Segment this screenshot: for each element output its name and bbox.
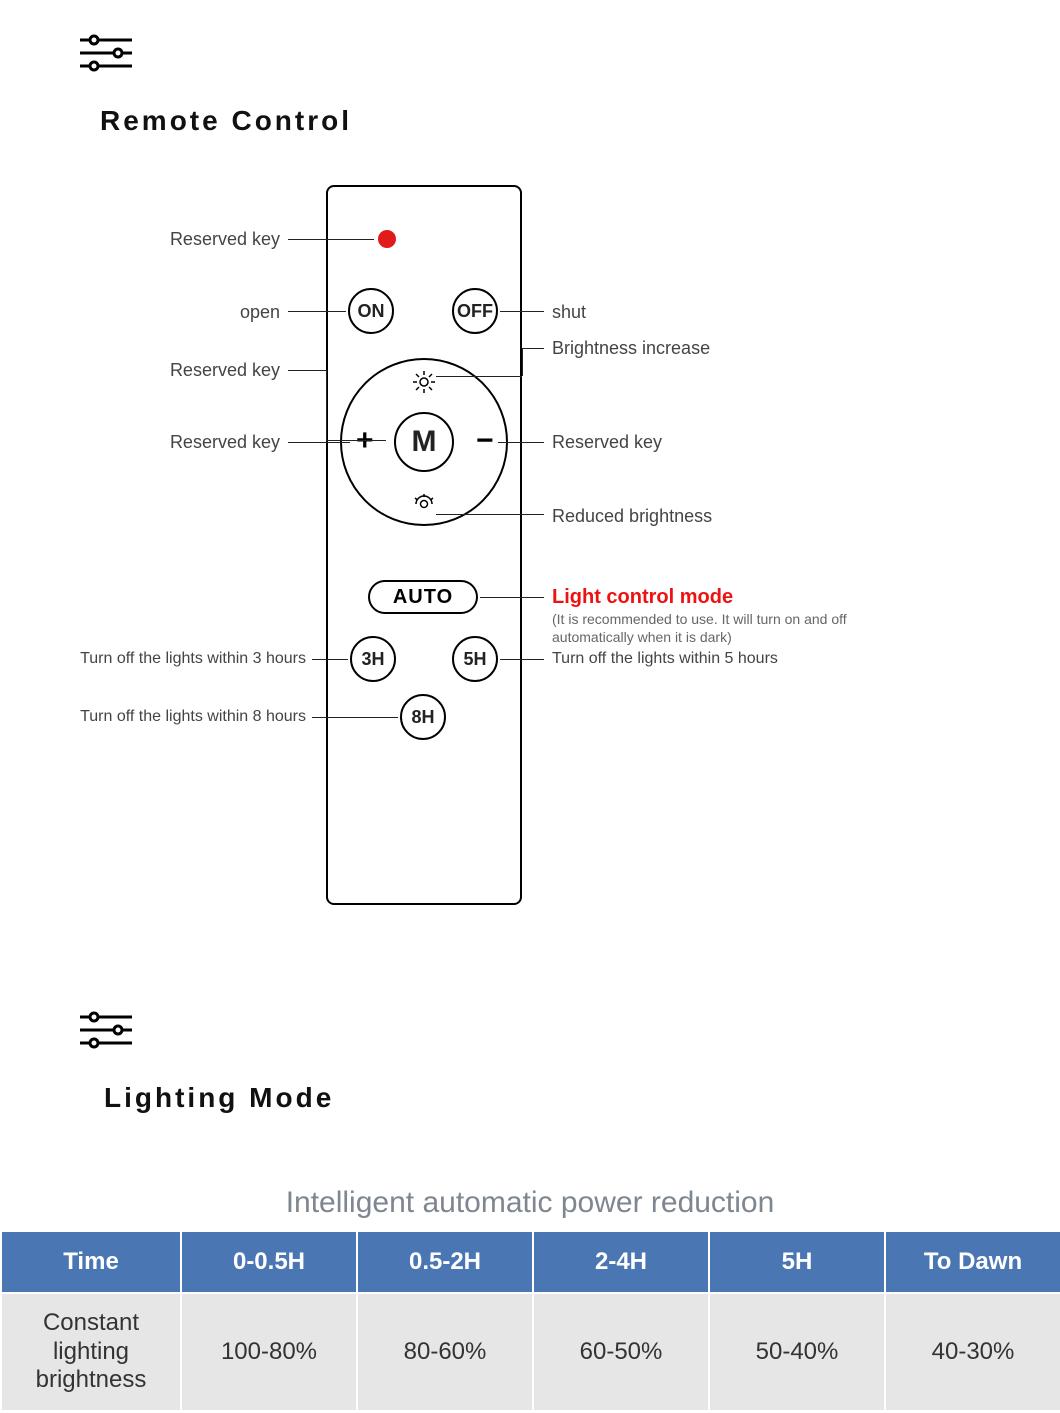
plus-button[interactable]: + <box>356 424 374 458</box>
anno-8h: Turn off the lights within 8 hours <box>0 708 306 726</box>
auto-button-label: AUTO <box>393 586 453 609</box>
timer-8h-button[interactable]: 8H <box>400 694 446 740</box>
table-cell: 40-30% <box>885 1293 1060 1411</box>
anno-reduced: Reduced brightness <box>552 506 712 527</box>
anno-brightness-inc: Brightness increase <box>552 338 710 359</box>
mode-button-label: M <box>412 425 437 459</box>
table-header-cell: 2-4H <box>533 1231 709 1293</box>
sliders-icon <box>78 33 134 78</box>
on-button[interactable]: ON <box>348 288 394 334</box>
leader-line <box>480 597 544 598</box>
off-button[interactable]: OFF <box>452 288 498 334</box>
leader-line <box>288 370 326 371</box>
lighting-table-title: Intelligent automatic power reduction <box>0 1186 1060 1220</box>
brightness-up-icon <box>412 370 436 399</box>
anno-light-mode: Light control mode <box>552 586 733 609</box>
table-cell: 60-50% <box>533 1293 709 1411</box>
leader-line <box>436 376 522 377</box>
anno-3h: Turn off the lights within 3 hours <box>0 650 306 668</box>
leader-line <box>500 659 544 660</box>
table-header-cell: Time <box>1 1231 181 1293</box>
table-header-row: Time 0-0.5H 0.5-2H 2-4H 5H To Dawn <box>1 1231 1060 1293</box>
leader-line <box>326 440 386 441</box>
table-cell: 50-40% <box>709 1293 885 1411</box>
lighting-table: Time 0-0.5H 0.5-2H 2-4H 5H To Dawn Const… <box>0 1230 1060 1412</box>
table-cell: Constant lighting brightness <box>1 1293 181 1411</box>
table-header-cell: To Dawn <box>885 1231 1060 1293</box>
anno-light-mode-sub: (It is recommended to use. It will turn … <box>552 610 852 646</box>
timer-3h-button[interactable]: 3H <box>350 636 396 682</box>
led-indicator <box>378 230 396 248</box>
table-cell: 80-60% <box>357 1293 533 1411</box>
leader-line <box>500 311 544 312</box>
anno-reserved-left1: Reserved key <box>80 360 280 381</box>
lighting-heading: Lighting Mode <box>104 1082 334 1114</box>
leader-line <box>288 239 374 240</box>
leader-line <box>312 659 348 660</box>
table-header-cell: 0-0.5H <box>181 1231 357 1293</box>
timer-8h-label: 8H <box>411 707 434 728</box>
minus-button[interactable]: − <box>476 424 494 458</box>
leader-line <box>312 717 398 718</box>
anno-reserved-right: Reserved key <box>552 432 662 453</box>
table-row: Constant lighting brightness 100-80% 80-… <box>1 1293 1060 1411</box>
on-button-label: ON <box>358 301 385 322</box>
table-header-cell: 5H <box>709 1231 885 1293</box>
leader-line <box>436 514 544 515</box>
auto-button[interactable]: AUTO <box>368 580 478 614</box>
anno-shut: shut <box>552 302 586 323</box>
anno-5h: Turn off the lights within 5 hours <box>552 650 778 668</box>
off-button-label: OFF <box>457 301 493 322</box>
anno-open: open <box>80 302 280 323</box>
leader-line <box>288 311 346 312</box>
mode-button[interactable]: M <box>394 412 454 472</box>
remote-heading: Remote Control <box>100 105 352 137</box>
table-cell: 100-80% <box>181 1293 357 1411</box>
leader-line <box>326 370 327 440</box>
leader-line <box>522 348 523 376</box>
timer-3h-label: 3H <box>361 649 384 670</box>
timer-5h-button[interactable]: 5H <box>452 636 498 682</box>
table-header-cell: 0.5-2H <box>357 1231 533 1293</box>
leader-line <box>498 442 544 443</box>
brightness-down-icon <box>412 492 436 521</box>
anno-reserved-left2: Reserved key <box>80 432 280 453</box>
timer-5h-label: 5H <box>463 649 486 670</box>
anno-reserved-top: Reserved key <box>80 229 280 250</box>
leader-line <box>522 348 544 349</box>
leader-line <box>288 442 350 443</box>
sliders-icon <box>78 1010 134 1055</box>
remote-diagram: ON OFF M + − <box>0 180 1060 960</box>
